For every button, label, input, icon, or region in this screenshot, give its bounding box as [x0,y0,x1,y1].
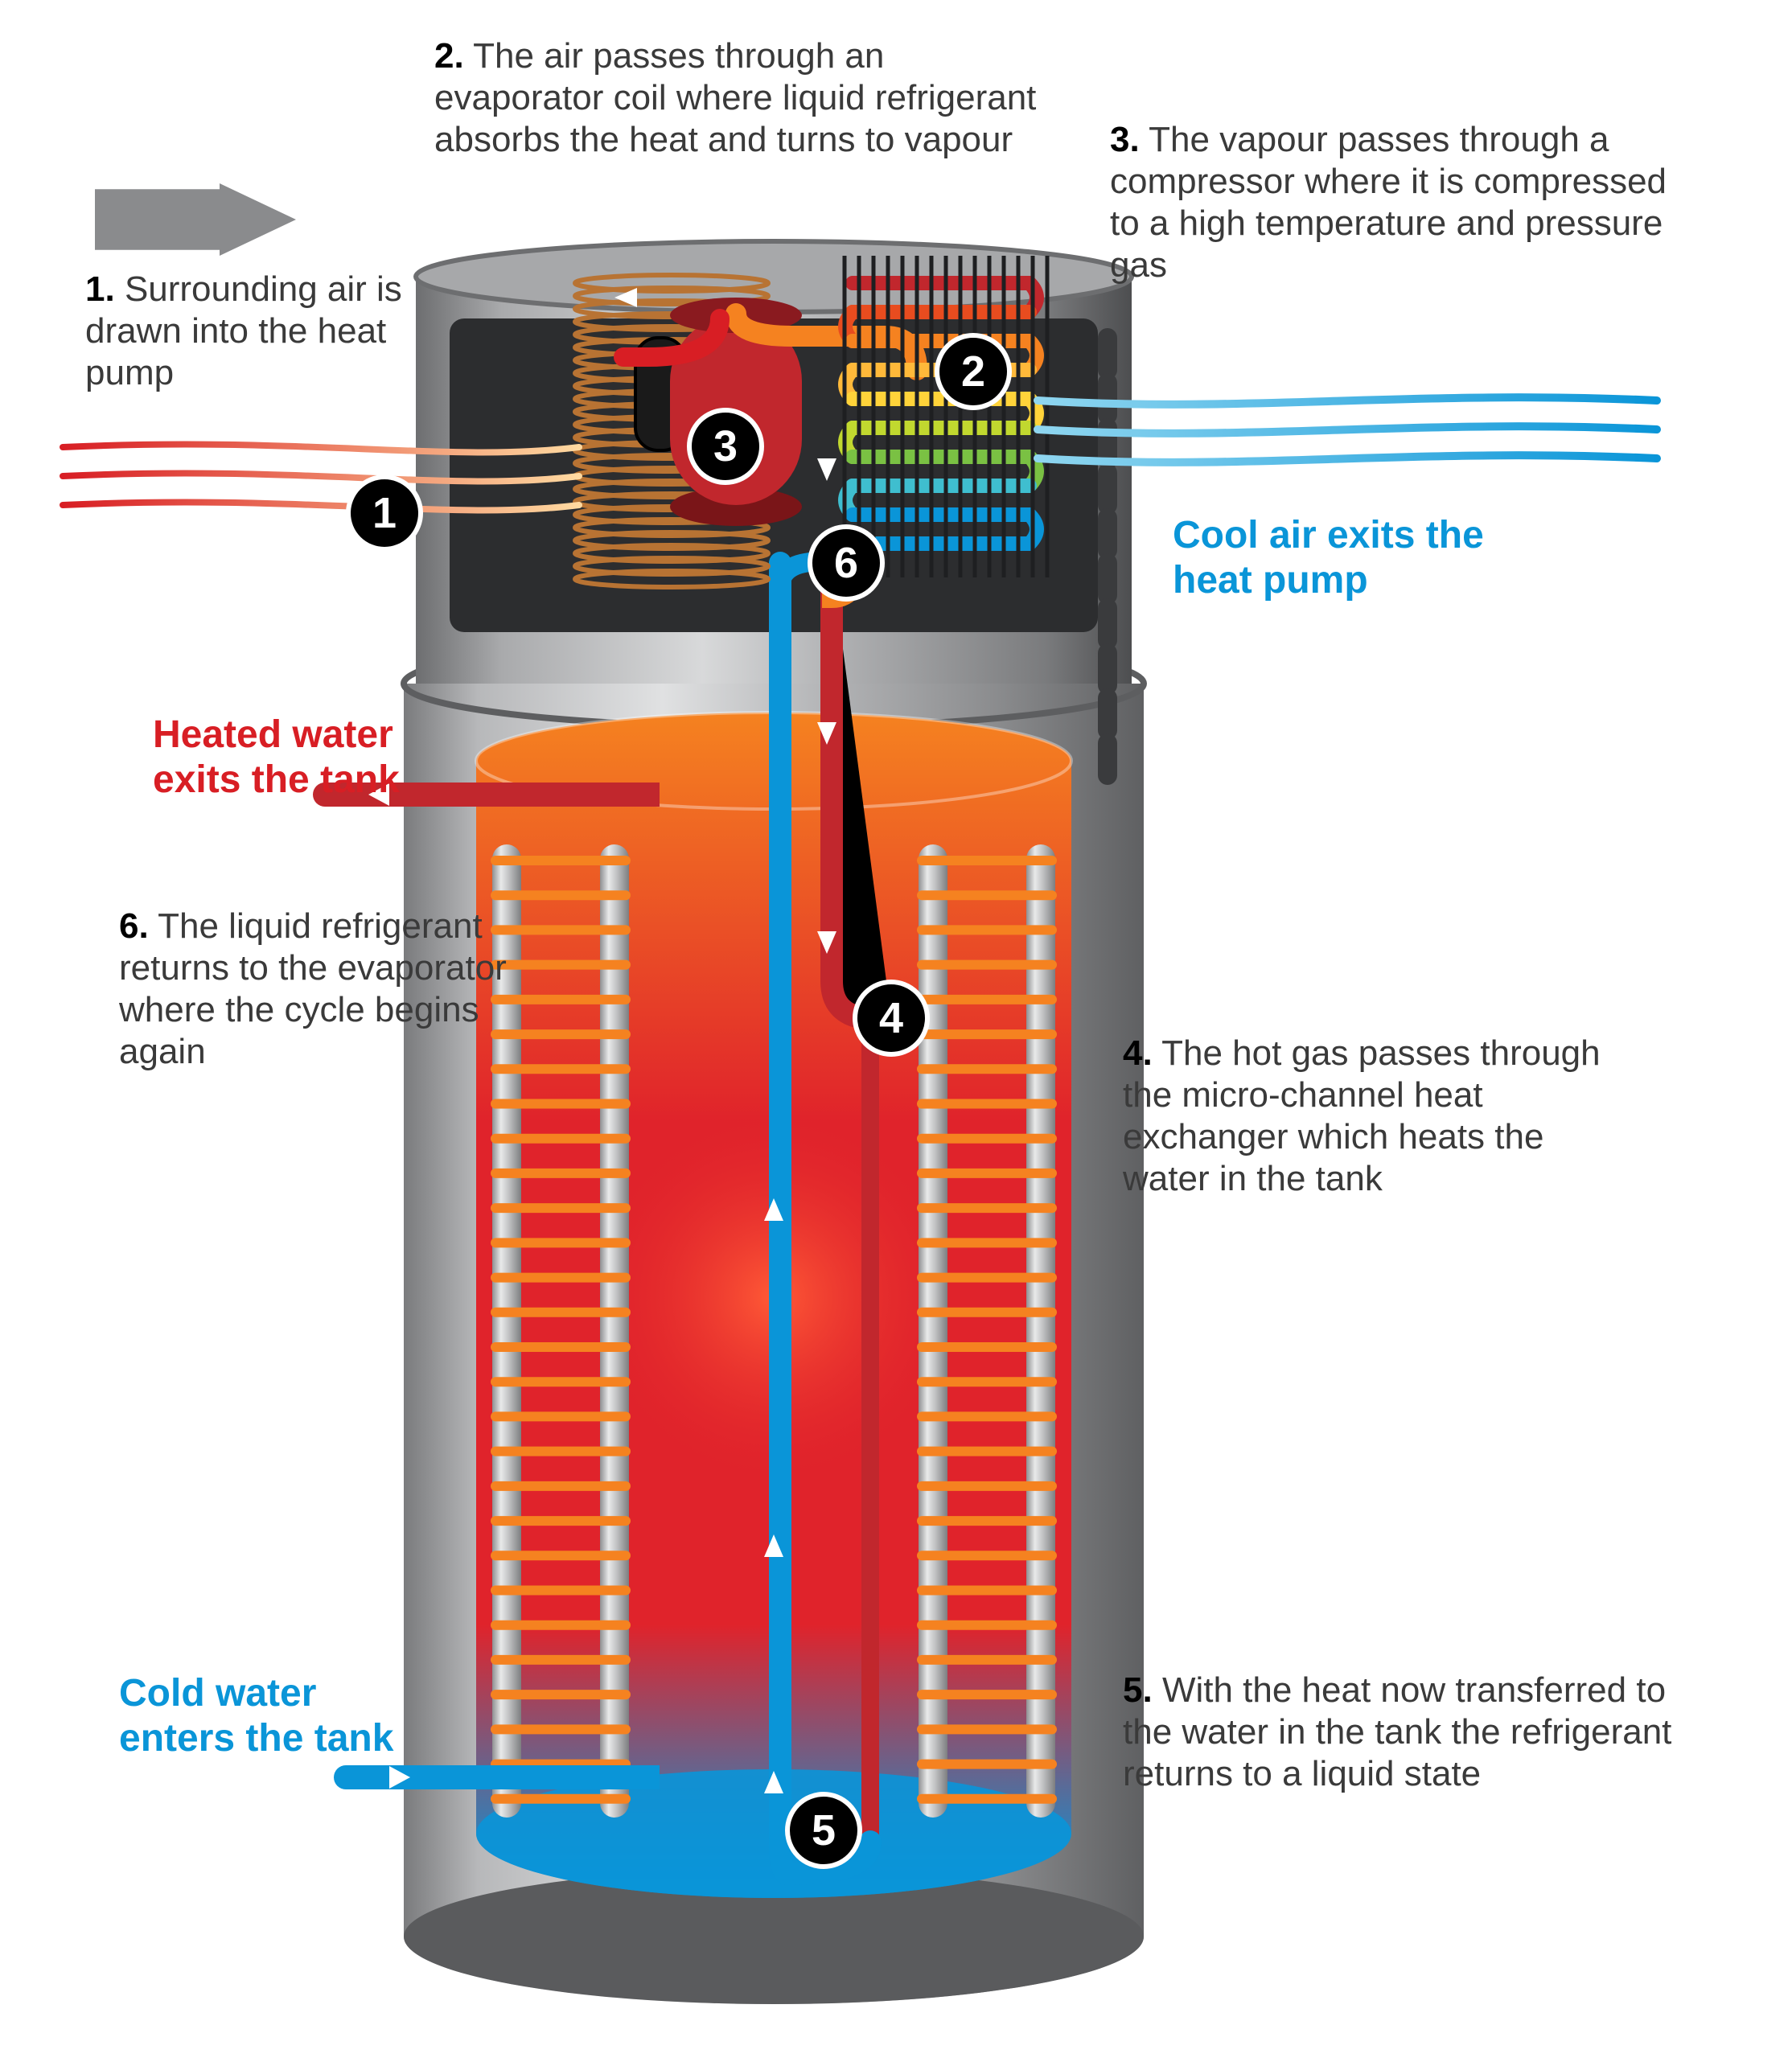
cold-water-label-line2: enters the tank [119,1717,393,1760]
step-text: The hot gas passes through the micro-cha… [1123,1033,1601,1198]
step-text: The vapour passes through a compressor w… [1110,120,1667,285]
heated-water-label-line2: exits the tank [153,758,400,801]
cold-water-label-line1: Cold water [119,1672,316,1715]
badge-1: 1 [346,474,423,552]
step-3-label: 3. The vapour passes through a compresso… [1110,119,1673,286]
step-text: The air passes through an evaporator coi… [434,36,1036,159]
heated-water-label-line1: Heated water [153,713,393,756]
cool-air-label-line2: heat pump [1173,559,1368,602]
step-number: 4. [1123,1033,1153,1073]
step-text: Surrounding air is drawn into the heat p… [85,269,402,392]
step-5-label: 5. With the heat now transferred to the … [1123,1670,1686,1795]
cool-air-label: Cool air exits the heat pump [1173,513,1671,603]
step-number: 3. [1110,120,1140,159]
step-4-label: 4. The hot gas passes through the micro-… [1123,1033,1621,1200]
step-text: With the heat now transferred to the wat… [1123,1670,1671,1793]
diagram-canvas: 1. Surrounding air is drawn into the hea… [0,0,1792,2058]
step-number: 2. [434,36,464,76]
step-1-label: 1. Surrounding air is drawn into the hea… [85,269,463,394]
cold-water-label: Cold water enters the tank [119,1671,537,1761]
step-text: The liquid refrigerant returns to the ev… [119,906,507,1071]
cool-air-label-line1: Cool air exits the [1173,514,1484,557]
heated-water-label: Heated water exits the tank [153,713,571,803]
step-6-label: 6. The liquid refrigerant returns to the… [119,906,516,1073]
step-number: 1. [85,269,115,309]
badge-2: 2 [935,333,1012,410]
step-number: 5. [1123,1670,1153,1710]
step-number: 6. [119,906,149,946]
step-2-label: 2. The air passes through an evaporator … [434,35,1054,161]
badge-4: 4 [853,980,930,1057]
badge-3: 3 [687,408,764,485]
badge-6: 6 [808,524,885,602]
badge-5: 5 [785,1792,862,1869]
intake-arrow-icon [95,183,296,256]
